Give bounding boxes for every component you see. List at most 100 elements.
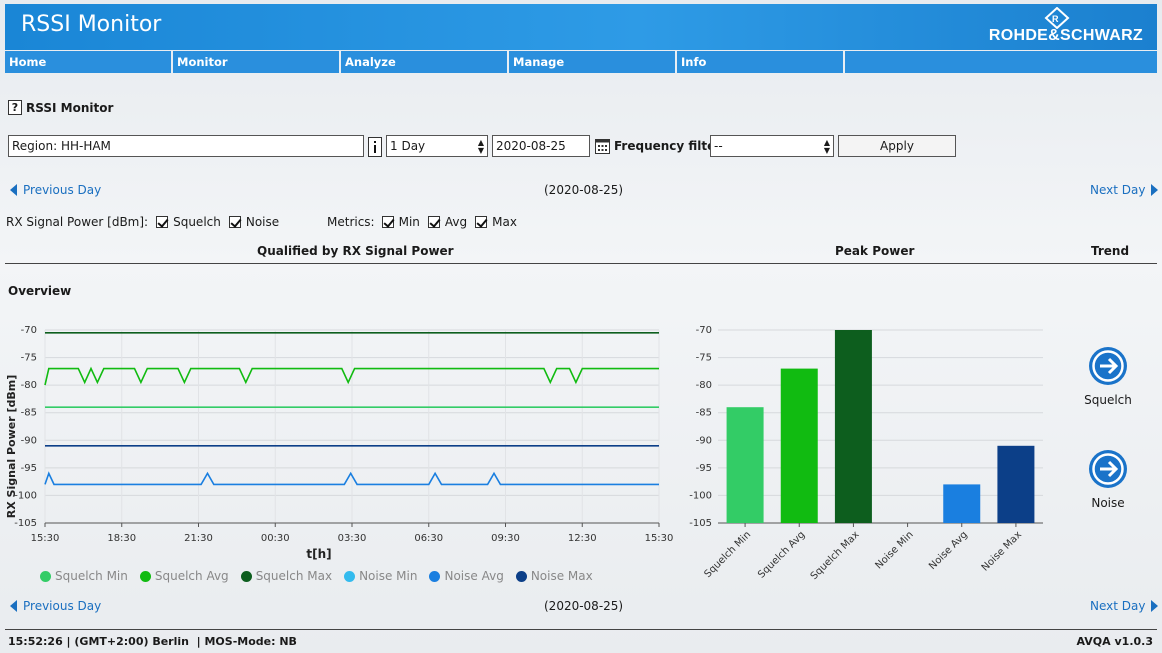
legend-label: Noise Avg [444,569,504,583]
region-select[interactable]: Region: HH-HAM [8,135,364,157]
legend-label: Noise Min [359,569,418,583]
x-tick-label: 03:30 [338,533,367,544]
app-banner: RSSI Monitor R ROHDE&SCHWARZ [5,4,1157,50]
nav-home[interactable]: Home [5,51,173,73]
next-day-link-top[interactable]: Next Day [1090,183,1159,197]
rs-diamond-icon: R [1044,7,1070,29]
max-checkbox-label: Max [492,215,517,229]
bar-squelch-avg [780,368,818,523]
previous-day-label: Previous Day [23,183,102,197]
trend-column-header: Trend [1091,244,1130,258]
legend-item-noise-max[interactable]: Noise Max [515,569,593,583]
y-tick-label: -75 [696,353,712,364]
app-title: RSSI Monitor [21,12,162,37]
calendar-icon[interactable] [595,138,610,154]
chart-legend: Squelch Min Squelch Avg Squelch Max Noise M… [40,569,593,583]
signal-options: RX Signal Power [dBm]: Squelch Noise [6,215,287,229]
left-arrow-icon [10,600,17,612]
min-checkbox-label: Min [398,215,420,229]
metrics-options: Metrics: Min Avg Max [327,215,525,229]
frequency-filter-value: -- [714,139,723,153]
info-icon[interactable] [368,137,382,157]
legend-item-squelch-min[interactable]: Squelch Min [40,569,128,583]
status-left: 15:52:26 | (GMT+2:00) Berlin | MOS-Mode:… [8,635,297,648]
page-heading: ? RSSI Monitor [8,100,113,115]
series-line-noise-avg [44,471,659,486]
max-checkbox[interactable]: Max [475,215,517,229]
page-title: RSSI Monitor [26,100,114,115]
x-tick-label: 15:30 [645,533,674,544]
nav-analyze[interactable]: Analyze [341,51,509,73]
apply-button[interactable]: Apply [838,135,956,157]
x-tick-label: Noise Max [980,529,1024,573]
avg-checkbox-label: Avg [444,215,468,229]
min-checkbox[interactable]: Min [381,215,420,229]
rssi-line-chart: -70 -75 -80 -85 -90 -95 -100 -105 15:30 18:30 21:3… [5,325,674,561]
metrics-label: Metrics: [327,215,375,229]
x-tick-label: 15:30 [31,533,60,544]
version-label: AVQA v1.0.3 [1076,635,1153,648]
noise-trend-button[interactable] [1089,450,1127,488]
arrow-right-icon [1092,453,1124,485]
previous-day-link-bottom[interactable]: Previous Day [10,599,101,613]
date-input[interactable]: 2020-08-25 [492,135,590,157]
rx-power-label: RX Signal Power [dBm]: [6,215,149,229]
series-line-squelch-avg [44,366,659,386]
legend-item-squelch-avg[interactable]: Squelch Avg [139,569,229,583]
legend-dot-icon [40,570,51,582]
help-icon[interactable]: ? [8,100,22,115]
y-tick-label: -85 [696,408,712,419]
period-value: 1 Day [390,139,426,153]
legend-label: Squelch Min [55,569,128,583]
squelch-checkbox[interactable]: Squelch [156,215,221,229]
legend-item-noise-avg[interactable]: Noise Avg [429,569,504,583]
frequency-filter-select[interactable]: -- ▲ ▼ [710,135,834,157]
y-tick-label: -80 [21,380,37,391]
right-arrow-icon [1151,184,1159,196]
avg-checkbox[interactable]: Avg [427,215,468,229]
x-tick-label: Noise Avg [927,529,970,572]
date-value: 2020-08-25 [496,139,566,153]
y-tick-label: -105 [689,518,712,529]
qualified-column-header: Qualified by RX Signal Power [257,244,454,258]
checkbox-checked-icon [381,216,394,228]
y-tick-label: -75 [21,353,37,364]
x-tick-label: Squelch Min [702,529,753,580]
nav-filler [845,51,1157,73]
legend-label: Squelch Avg [154,569,229,583]
x-tick-label: 21:30 [184,533,213,544]
legend-item-squelch-max[interactable]: Squelch Max [240,569,332,583]
checkbox-checked-icon [156,216,169,228]
peak-power-column-header: Peak Power [835,244,915,258]
period-select[interactable]: 1 Day ▲ ▼ [386,135,488,157]
x-tick-label: 09:30 [491,533,520,544]
legend-dot-icon [344,570,356,582]
next-day-link-bottom[interactable]: Next Day [1090,599,1159,613]
noise-checkbox[interactable]: Noise [228,215,279,229]
legend-dot-icon [139,570,151,582]
checkbox-checked-icon [228,216,241,228]
header-divider [5,263,1157,264]
svg-text:R: R [1052,14,1059,24]
x-tick-label: Squelch Max [809,529,862,582]
squelch-trend-label: Squelch [1084,393,1132,407]
left-arrow-icon [10,184,17,196]
nav-info[interactable]: Info [677,51,845,73]
x-axis-label: t[h] [306,547,331,561]
current-date-top: (2020-08-25) [544,183,624,197]
squelch-trend-button[interactable] [1089,347,1127,385]
rohde-schwarz-logo: R ROHDE&SCHWARZ [973,7,1143,47]
y-tick-label: -95 [21,463,37,474]
arrow-right-icon [1092,350,1124,382]
nav-manage[interactable]: Manage [509,51,677,73]
previous-day-link-top[interactable]: Previous Day [10,183,101,197]
nav-monitor[interactable]: Monitor [173,51,341,73]
right-arrow-icon [1151,600,1159,612]
y-tick-label: -85 [21,408,37,419]
y-tick-label: -90 [696,435,712,446]
x-tick-label: 18:30 [107,533,136,544]
updown-arrow-icon: ▲ ▼ [477,138,484,155]
legend-item-noise-min[interactable]: Noise Min [344,569,417,583]
bar-noise-avg [943,484,981,523]
